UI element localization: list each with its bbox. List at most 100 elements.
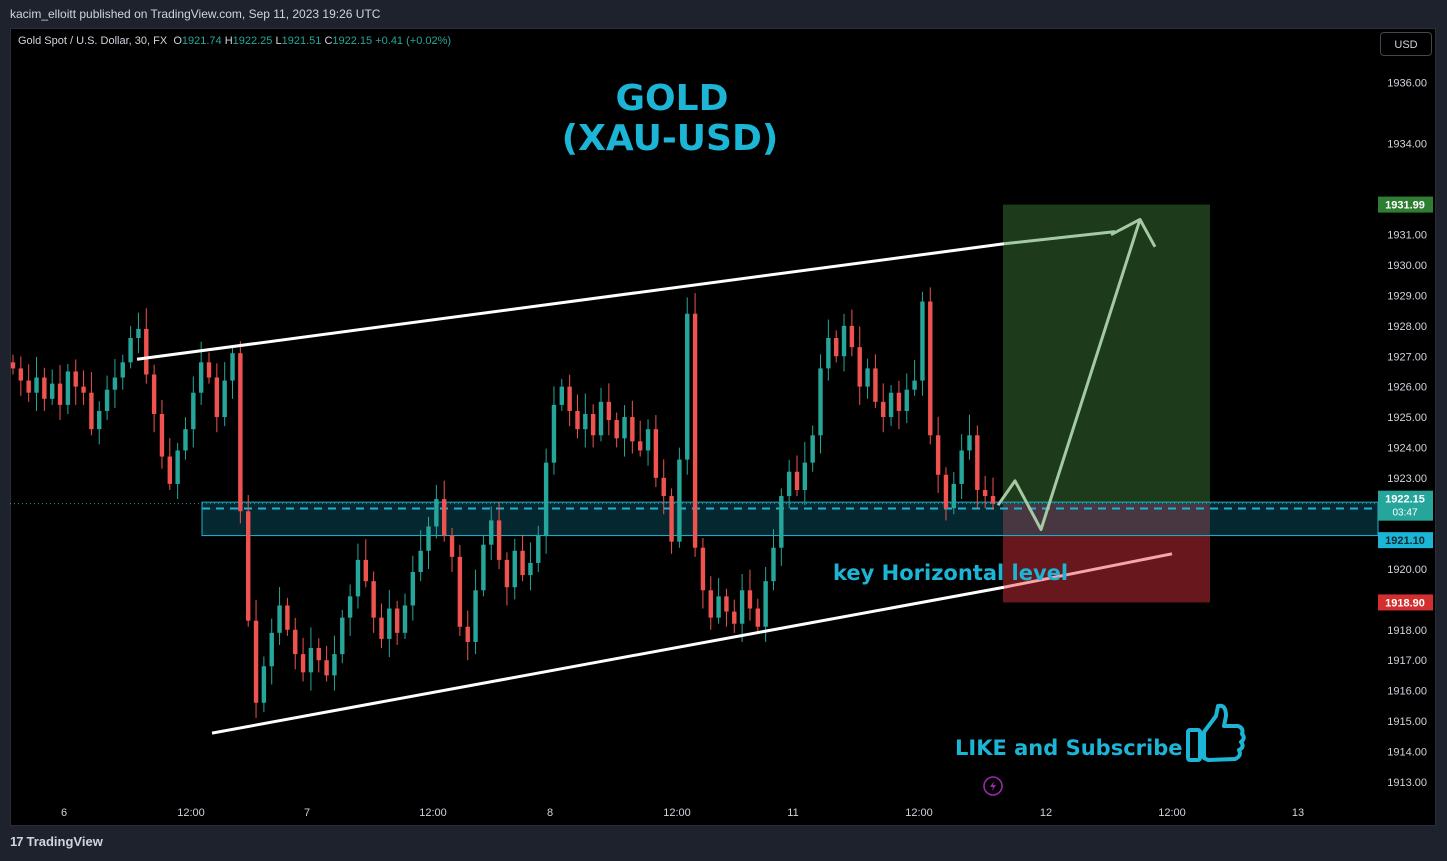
candle [520, 534, 525, 582]
candle [920, 291, 925, 396]
candle-body [387, 608, 392, 639]
candle-body [732, 611, 737, 624]
zone-low-price-tag: 1921.10 [1378, 532, 1433, 549]
candle [457, 544, 463, 636]
stop-price-tag: 1918.90 [1378, 594, 1433, 611]
candle [669, 488, 674, 554]
close-label: C [324, 35, 333, 47]
publish-header: kacim_elloitt published on TradingView.c… [0, 0, 1447, 28]
candle [26, 364, 31, 402]
lightning-icon[interactable] [983, 776, 1003, 796]
candle [97, 401, 102, 445]
candle-body [26, 380, 31, 393]
x-tick-label: 12:00 [419, 807, 447, 819]
candle-body [230, 353, 235, 381]
stop-price-tag-text: 1918.90 [1385, 597, 1425, 609]
candle [300, 637, 306, 682]
chart-title-line2: (XAU-USD) [562, 118, 779, 159]
candle [716, 577, 721, 624]
candle [285, 597, 290, 636]
candle-body [42, 377, 47, 399]
candle [293, 617, 298, 670]
candle [614, 412, 619, 448]
candle-body [112, 377, 118, 390]
tradingview-logo[interactable]: 17 TradingView [10, 834, 103, 849]
candle-body [951, 483, 956, 509]
candle-body [622, 417, 627, 439]
candle-body [959, 450, 964, 484]
currency-button[interactable]: USD [1380, 32, 1432, 56]
candle-body [442, 499, 447, 536]
thumbs-up-icon [1186, 703, 1246, 762]
trade-zones [10, 204, 1379, 603]
x-tick-label: 12:00 [177, 807, 205, 819]
candle [394, 600, 400, 645]
profit-zone [1003, 204, 1210, 504]
candle [763, 567, 768, 642]
candle-body [151, 374, 157, 414]
candle [959, 434, 964, 500]
candle-body [340, 617, 345, 655]
candle-body [685, 313, 690, 460]
candle-body [355, 559, 361, 597]
candle-body [724, 596, 729, 612]
channel-upper-extension [1003, 230, 1116, 246]
candle-body [551, 404, 557, 463]
candle [191, 376, 196, 448]
brand-name: TradingView [26, 834, 103, 849]
candle [426, 516, 431, 570]
stop-price-tag-bg [1378, 594, 1433, 611]
candle-body [449, 535, 455, 557]
candle-body [630, 417, 635, 442]
candle [943, 467, 949, 521]
change-value: +0.41 (+0.02%) [375, 35, 452, 47]
candle-body [269, 632, 274, 667]
candle [261, 656, 267, 712]
candle [120, 354, 125, 390]
candle-body [293, 629, 298, 655]
candle-body [97, 410, 102, 430]
candle-body [167, 456, 172, 484]
candle-body [473, 590, 478, 642]
y-tick-label: 1930.00 [1387, 260, 1427, 272]
candle-body [771, 547, 776, 582]
candle-body [371, 581, 376, 618]
candle-body [583, 414, 588, 430]
candle-body [920, 301, 925, 381]
candle-body [104, 389, 110, 411]
candle [402, 593, 408, 639]
candle [786, 459, 792, 509]
candle-body [638, 441, 643, 451]
candle [42, 367, 47, 411]
y-tick-label: 1914.00 [1387, 746, 1427, 758]
candle [269, 618, 274, 685]
candle [849, 309, 855, 357]
candle-body [739, 590, 745, 624]
candle-body [755, 608, 760, 627]
candle [144, 308, 149, 384]
key-level-band [201, 501, 1379, 537]
x-tick-label: 12:00 [663, 807, 691, 819]
candle [167, 438, 172, 490]
candle [340, 610, 345, 664]
candle [826, 319, 831, 381]
candle [951, 471, 956, 515]
candle-body [347, 596, 353, 618]
candle [583, 393, 588, 448]
candle [332, 635, 337, 691]
candle [575, 394, 580, 439]
candle [347, 584, 353, 636]
candle [253, 600, 259, 718]
candle [206, 352, 212, 384]
candle [622, 405, 627, 457]
x-tick-label: 7 [304, 807, 310, 819]
candle-body [990, 496, 996, 504]
candle [590, 404, 596, 448]
candle-body [206, 362, 212, 378]
candle-body [159, 414, 165, 457]
candle-body [763, 581, 768, 627]
candle [504, 552, 510, 606]
channel-lower-extension [1003, 552, 1173, 589]
candle-body [614, 420, 619, 439]
